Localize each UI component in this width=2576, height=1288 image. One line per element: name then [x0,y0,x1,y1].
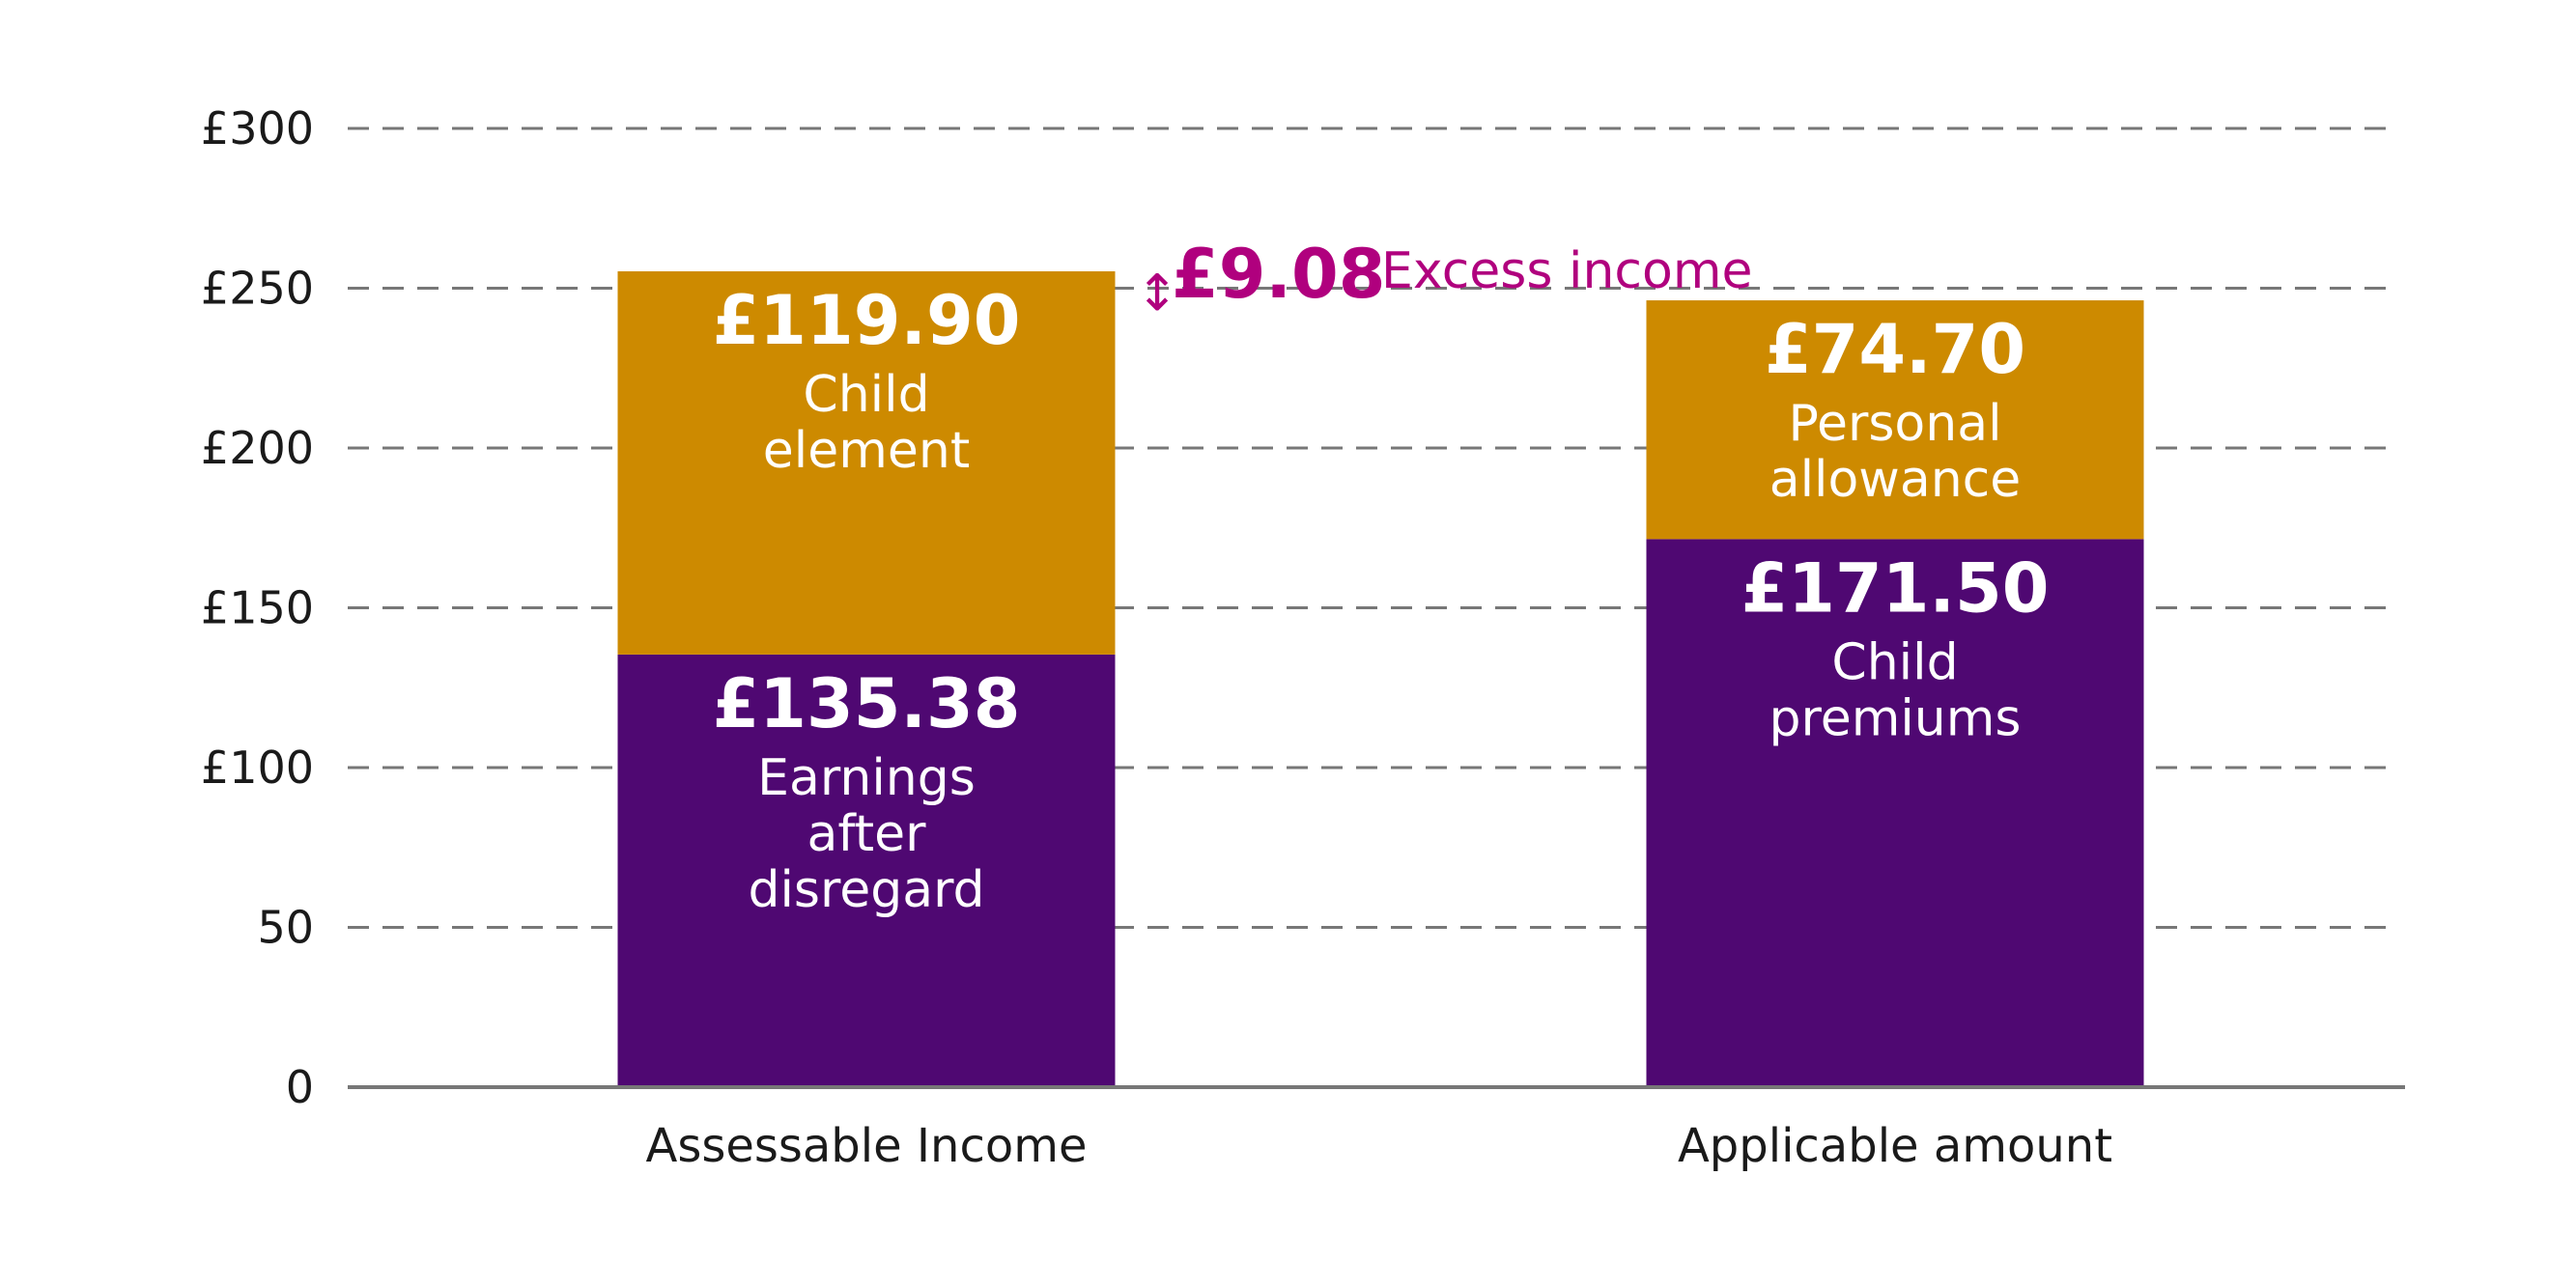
bar-segment-label-0-1: Child element [763,366,970,480]
bar-segment-label-1-1: Personal allowance [1769,395,2022,509]
y-tick-label-100: £100 [201,742,314,794]
bar-segment-1-1 [1646,300,2144,540]
bar-segment-0-0 [617,654,1116,1087]
bar-segment-1-0 [1646,539,2144,1087]
bar-value-label-0-1: £119.90 [713,281,1021,360]
y-tick-label-250: £250 [201,263,314,315]
excess-text-label: Excess income [1381,242,1752,300]
excess-value-label: £9.08 [1172,235,1385,314]
y-axis-tick-labels: 0 50 £100 £150 £200 £250 £300 [201,102,314,1113]
x-category-label-1: Applicable amount [1678,1119,2112,1173]
x-axis-category-labels: Assessable Income Applicable amount [645,1119,2112,1173]
bar-segment-label-1-0: Child premiums [1769,633,2021,747]
bar-value-label-0-0: £135.38 [713,664,1021,743]
bar-value-label-1-0: £171.50 [1741,548,2050,628]
y-tick-label-0: 0 [286,1061,314,1113]
y-tick-label-50: 50 [257,902,314,954]
excess-arrow-icon: ↕ [1136,265,1178,322]
bar-segment-0-1 [617,271,1116,655]
bar-value-label-1-1: £74.70 [1765,310,2025,389]
y-tick-label-300: £300 [201,102,314,154]
x-category-label-0: Assessable Income [645,1119,1087,1173]
y-tick-label-150: £150 [201,582,314,634]
bar-segment-label-0-0: Earnings after disregard [748,749,984,919]
bars [617,271,2144,1087]
y-tick-label-200: £200 [201,422,314,474]
